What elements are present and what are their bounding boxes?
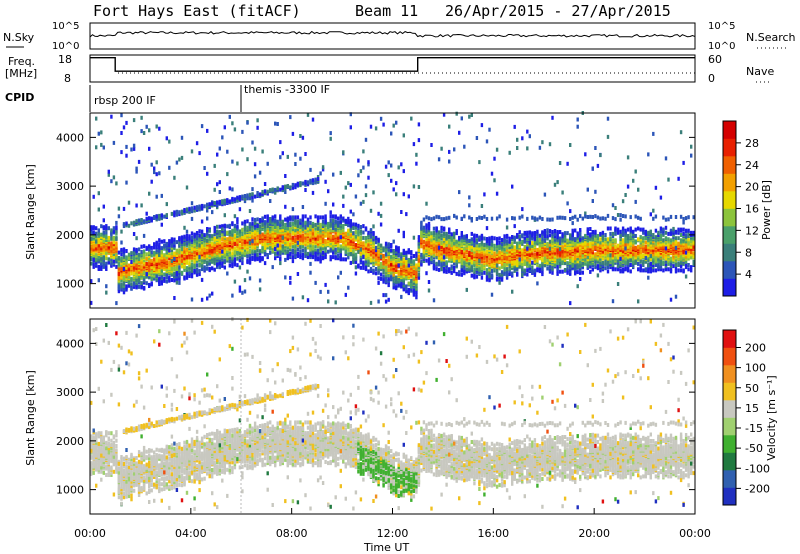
power-colorbar: 4 8 12 16 20 24 28 Power [dB] (722, 120, 773, 297)
power-heatmap (90, 111, 695, 306)
nsearch-tick-top: 10^5 (708, 21, 735, 32)
velocity-y-axis: 1000 2000 3000 4000 (56, 337, 695, 497)
date-range-title: 26/Apr/2015 - 27/Apr/2015 (445, 2, 671, 20)
colorbar-tick-label: 12 (745, 224, 759, 237)
y-tick-label: 3000 (56, 180, 84, 193)
colorbar-block (723, 278, 736, 297)
y-tick-label: 3000 (56, 386, 84, 399)
cpid-row: CPID rbsp 200 IF themis -3300 IF (5, 83, 330, 112)
velocity-colorbar: 200 100 50 15 -15 -50 -100 -200 Velocity [m s⁻¹… (722, 329, 778, 506)
cpid-segment-themis: themis -3300 IF (244, 83, 330, 96)
colorbar-tick-label: -15 (745, 422, 763, 435)
velocity-y-label: Slant Range [km] (24, 370, 37, 466)
freq-panel: Freq. [MHz] 18 8 60 0 Nave (5, 53, 774, 85)
colorbar-block (723, 435, 736, 453)
velocity-x-label: Time UT (363, 541, 409, 554)
freq-tick-bottom: 8 (64, 72, 71, 85)
power-panel: 1000 2000 3000 4000 Slant Range [km] (24, 111, 696, 309)
x-tick-label: 00:00 (74, 527, 106, 540)
nsky-tick-bottom: 10^0 (52, 41, 79, 52)
power-colorbar-label: Power [dB] (760, 180, 773, 240)
colorbar-block (723, 330, 736, 348)
colorbar-tick-label: 8 (745, 246, 752, 259)
freq-label: Freq. (8, 55, 35, 68)
velocity-colorbar-ticks: 200 100 50 15 -15 -50 -100 -200 (736, 342, 770, 495)
power-colorbar-blocks (723, 121, 736, 297)
colorbar-block (723, 191, 736, 209)
freq-unit: [MHz] (5, 67, 37, 80)
colorbar-tick-label: 4 (745, 268, 752, 281)
velocity-heatmap (90, 317, 695, 511)
power-y-axis: 1000 2000 3000 4000 (56, 131, 695, 291)
colorbar-block (723, 382, 736, 401)
power-y-label: Slant Range [km] (24, 164, 37, 260)
nsky-label: N.Sky (3, 31, 35, 44)
y-tick-label: 2000 (56, 435, 84, 448)
colorbar-block (723, 173, 736, 192)
x-tick-label: 16:00 (477, 527, 509, 540)
y-tick-label: 2000 (56, 229, 84, 242)
colorbar-block (723, 452, 736, 471)
y-tick-label: 1000 (56, 278, 84, 291)
velocity-panel: 1000 2000 3000 4000 00:00 04:00 08:00 12:00 16:… (24, 317, 711, 554)
nsearch-tick-bottom: 10^0 (708, 41, 735, 52)
colorbar-block (723, 347, 736, 366)
x-tick-label: 12:00 (377, 527, 409, 540)
colorbar-tick-label: -100 (745, 462, 770, 475)
x-tick-label: 20:00 (578, 527, 610, 540)
colorbar-block (723, 261, 736, 279)
colorbar-block (723, 400, 736, 418)
colorbar-tick-label: 100 (745, 362, 766, 375)
y-tick-label: 4000 (56, 131, 84, 144)
y-tick-label: 4000 (56, 337, 84, 350)
nave-tick-bottom: 0 (708, 72, 715, 85)
nsky-line (89, 30, 696, 38)
colorbar-block (723, 226, 736, 244)
beam-title: Beam 11 (355, 2, 418, 20)
velocity-x-axis: 00:00 04:00 08:00 12:00 16:00 20:00 00:00 (74, 508, 711, 540)
colorbar-block (723, 487, 736, 506)
colorbar-tick-label: 200 (745, 342, 766, 355)
cpid-segment-rbsp: rbsp 200 IF (94, 94, 156, 107)
colorbar-tick-label: -200 (745, 482, 770, 495)
colorbar-block (723, 138, 736, 157)
colorbar-tick-label: 20 (745, 181, 759, 194)
colorbar-tick-label: 15 (745, 402, 759, 415)
nsearch-label: N.Search (746, 31, 796, 44)
nave-label: Nave (746, 65, 774, 78)
colorbar-tick-label: 24 (745, 159, 759, 172)
nsky-trace (89, 30, 696, 38)
colorbar-block (723, 156, 736, 174)
freq-trace (90, 57, 695, 72)
x-tick-label: 04:00 (175, 527, 207, 540)
station-title: Fort Hays East (fitACF) (93, 2, 301, 20)
colorbar-tick-label: 28 (745, 137, 759, 150)
colorbar-block (723, 417, 736, 436)
nsky-panel: N.Sky 10^5 10^0 10^5 10^0 N.Search (3, 21, 796, 52)
power-colorbar-ticks: 4 8 12 16 20 24 28 (736, 137, 759, 281)
nsky-tick-top: 10^5 (52, 21, 79, 32)
velocity-colorbar-blocks (723, 330, 736, 506)
x-tick-label: 08:00 (276, 527, 308, 540)
colorbar-tick-label: 16 (745, 203, 759, 216)
colorbar-tick-label: -50 (745, 442, 763, 455)
x-tick-label: 00:00 (679, 527, 711, 540)
nave-tick-top: 60 (708, 53, 722, 66)
freq-tick-top: 18 (58, 53, 72, 66)
velocity-colorbar-label: Velocity [m s⁻¹] (765, 375, 778, 460)
colorbar-tick-label: 50 (745, 382, 759, 395)
y-tick-label: 1000 (56, 484, 84, 497)
colorbar-block (723, 365, 736, 383)
colorbar-block (723, 243, 736, 262)
colorbar-block (723, 208, 736, 227)
cpid-label: CPID (5, 91, 34, 104)
colorbar-block (723, 470, 736, 488)
colorbar-block (723, 121, 736, 139)
